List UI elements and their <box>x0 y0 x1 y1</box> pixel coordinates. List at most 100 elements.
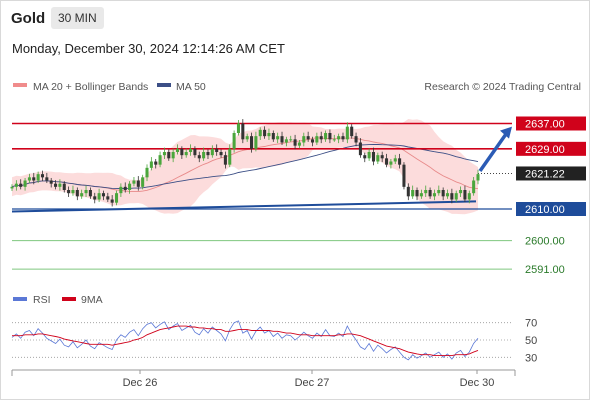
candle-body <box>14 183 18 187</box>
ma50-legend-swatch <box>157 83 171 87</box>
candle-body <box>332 139 336 141</box>
ma50-line <box>11 144 479 190</box>
chart-header: Gold 30 MIN <box>0 0 590 36</box>
rsi-tick-50: 50 <box>525 335 537 347</box>
candle-body <box>180 148 184 156</box>
candle-body <box>75 190 79 197</box>
candle-body <box>171 152 175 159</box>
support-label-2610.00: 2610.00 <box>525 204 565 216</box>
candle-body <box>245 136 249 140</box>
candle-body <box>428 190 432 197</box>
x-tick-label-Dec-27: Dec 27 <box>295 377 330 389</box>
bb-legend-label: MA 20 + Bollinger Bands <box>33 81 148 93</box>
candle-body <box>93 196 97 200</box>
candle-body <box>297 142 301 146</box>
candle-body <box>254 136 258 149</box>
candle-body <box>45 177 49 181</box>
candle-body <box>219 152 223 156</box>
rising-trendline <box>11 200 477 213</box>
candle-body <box>184 152 188 156</box>
candle-body <box>328 133 332 140</box>
bb-legend-swatch <box>13 83 27 87</box>
candle-body <box>398 158 402 165</box>
candle-body <box>389 161 393 165</box>
candle-body <box>363 155 367 159</box>
candle-body <box>32 177 36 181</box>
candle-body <box>23 180 27 187</box>
candle-body <box>419 193 423 197</box>
candle-body <box>445 193 450 197</box>
rsi-line <box>11 320 479 361</box>
candle-body <box>80 193 84 197</box>
resistance-label-2637.00: 2637.00 <box>525 119 565 131</box>
candle-body <box>424 190 428 194</box>
candle-body <box>141 177 145 187</box>
candle-body <box>132 180 136 184</box>
candle-body <box>350 126 354 137</box>
candle-body <box>271 133 275 140</box>
instrument-title: Gold <box>11 10 46 27</box>
resistance-tag-2637.00 <box>516 116 586 131</box>
candle-body <box>206 152 210 156</box>
candle-body <box>106 196 110 200</box>
candle-body <box>149 161 153 168</box>
candle-body <box>193 148 197 156</box>
candle-body <box>358 142 362 156</box>
candle-body <box>145 167 149 178</box>
candle-body <box>437 190 441 194</box>
candle-body <box>276 136 280 140</box>
candle-body <box>319 136 323 140</box>
candle-body <box>284 139 288 143</box>
x-tick-label-Dec-26: Dec 26 <box>123 377 158 389</box>
candle-body <box>36 174 40 181</box>
candle-body <box>114 193 119 203</box>
candle-body <box>293 139 297 146</box>
candle-body <box>162 152 166 156</box>
timeframe-badge[interactable]: 30 MIN <box>51 7 104 29</box>
candle-body <box>267 133 271 137</box>
candle-body <box>84 190 88 194</box>
candle-body <box>371 152 376 162</box>
candle-body <box>175 148 180 152</box>
candle-body <box>167 152 171 159</box>
candle-body <box>197 155 201 159</box>
candle-body <box>101 193 105 197</box>
current-price-label: 2621.22 <box>525 168 565 180</box>
candle-body <box>463 190 467 200</box>
candles <box>10 119 480 207</box>
candle-body <box>232 133 236 149</box>
resistance-label-2629.00: 2629.00 <box>525 144 565 156</box>
rsi-panel: 70 50 30 <box>11 318 537 364</box>
chart-timestamp: Monday, December 30, 2024 12:14:26 AM CE… <box>12 41 285 56</box>
rsi-ma-legend-swatch <box>62 297 76 301</box>
candle-body <box>454 193 458 200</box>
candle-body <box>324 133 328 140</box>
current-price-tag <box>516 166 586 181</box>
candle-body <box>367 152 371 159</box>
candle-body <box>432 193 436 197</box>
candle-body <box>406 186 410 197</box>
candle-body <box>337 136 341 140</box>
candle-body <box>402 164 406 187</box>
candle-body <box>441 190 445 197</box>
candle-body <box>49 180 53 184</box>
candle-body <box>202 152 206 159</box>
candle-body <box>189 148 193 152</box>
rsi-ma-legend-label: 9MA <box>81 294 103 306</box>
rsi-tick-70: 70 <box>525 318 537 330</box>
candle-body <box>306 136 310 140</box>
candle-body <box>302 136 306 143</box>
candle-body <box>223 155 227 165</box>
candle-body <box>71 190 75 194</box>
candle-body <box>459 190 463 194</box>
candle-body <box>158 155 162 165</box>
candle-body <box>215 148 219 152</box>
candle-body <box>10 186 14 189</box>
candle-body <box>154 161 158 165</box>
x-axis: Dec 26 Dec 27 Dec 30 <box>11 369 516 389</box>
target-label-2600.00: 2600.00 <box>525 236 565 248</box>
resistance-tag-2629.00 <box>516 141 586 156</box>
candle-body <box>62 183 66 190</box>
candle-body <box>19 183 23 187</box>
